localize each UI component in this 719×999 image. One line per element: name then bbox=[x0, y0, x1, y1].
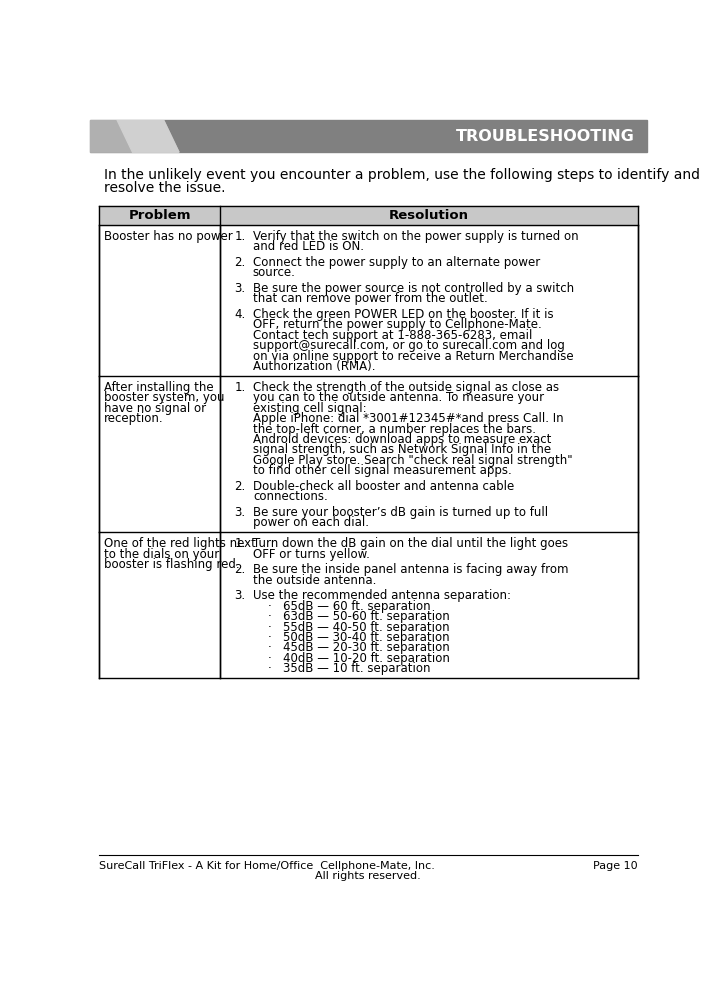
Text: resolve the issue.: resolve the issue. bbox=[104, 182, 225, 196]
Text: Page 10: Page 10 bbox=[593, 861, 638, 871]
Text: ·   50dB — 30-40 ft. separation: · 50dB — 30-40 ft. separation bbox=[253, 631, 449, 644]
Text: 4.: 4. bbox=[234, 308, 246, 321]
Text: reception.: reception. bbox=[104, 413, 163, 426]
Text: on via online support to receive a Return Merchandise: on via online support to receive a Retur… bbox=[253, 350, 574, 363]
Text: that can remove power from the outlet.: that can remove power from the outlet. bbox=[253, 293, 487, 306]
Text: TROUBLESHOOTING: TROUBLESHOOTING bbox=[456, 129, 635, 144]
Text: to find other cell signal measurement apps.: to find other cell signal measurement ap… bbox=[253, 465, 512, 478]
Text: In the unlikely event you encounter a problem, use the following steps to identi: In the unlikely event you encounter a pr… bbox=[104, 168, 700, 182]
Text: Connect the power supply to an alternate power: Connect the power supply to an alternate… bbox=[253, 256, 540, 269]
Text: 1.: 1. bbox=[234, 230, 246, 243]
Text: 3.: 3. bbox=[234, 505, 245, 518]
Text: ·   63dB — 50-60 ft. separation: · 63dB — 50-60 ft. separation bbox=[253, 610, 449, 623]
Text: Be sure the power source is not controlled by a switch: Be sure the power source is not controll… bbox=[253, 282, 574, 295]
Text: Use the recommended antenna separation:: Use the recommended antenna separation: bbox=[253, 589, 511, 602]
Text: Contact tech support at 1-888-365-6283, email: Contact tech support at 1-888-365-6283, … bbox=[253, 329, 532, 342]
Text: you can to the outside antenna. To measure your: you can to the outside antenna. To measu… bbox=[253, 392, 544, 405]
Text: Turn down the dB gain on the dial until the light goes: Turn down the dB gain on the dial until … bbox=[253, 537, 568, 550]
Text: connections.: connections. bbox=[253, 491, 328, 503]
Text: All rights reserved.: All rights reserved. bbox=[315, 871, 421, 881]
Text: signal strength, such as Network Signal Info in the: signal strength, such as Network Signal … bbox=[253, 444, 551, 457]
Text: ·   35dB — 10 ft. separation: · 35dB — 10 ft. separation bbox=[253, 662, 431, 675]
Text: ·   55dB — 40-50 ft. separation: · 55dB — 40-50 ft. separation bbox=[253, 620, 449, 633]
Polygon shape bbox=[117, 120, 179, 152]
Text: SureCall TriFlex - A Kit for Home/Office  Cellphone-Mate, Inc.: SureCall TriFlex - A Kit for Home/Office… bbox=[99, 861, 435, 871]
Text: Double-check all booster and antenna cable: Double-check all booster and antenna cab… bbox=[253, 480, 514, 493]
Text: to the dials on your: to the dials on your bbox=[104, 547, 219, 560]
Text: Check the strength of the outside signal as close as: Check the strength of the outside signal… bbox=[253, 381, 559, 394]
Text: have no signal or: have no signal or bbox=[104, 402, 206, 415]
Text: Android devices: download apps to measure exact: Android devices: download apps to measur… bbox=[253, 434, 551, 447]
Text: support@surecall.com, or go to surecall.com and log: support@surecall.com, or go to surecall.… bbox=[253, 339, 565, 352]
Text: power on each dial.: power on each dial. bbox=[253, 516, 369, 529]
Text: Authorization (RMA).: Authorization (RMA). bbox=[253, 360, 375, 373]
Text: Apple iPhone: dial *3001#12345#*and press Call. In: Apple iPhone: dial *3001#12345#*and pres… bbox=[253, 413, 564, 426]
Text: source.: source. bbox=[253, 267, 296, 280]
Text: OFF or turns yellow.: OFF or turns yellow. bbox=[253, 547, 370, 560]
Text: Check the green POWER LED on the booster. If it is: Check the green POWER LED on the booster… bbox=[253, 308, 554, 321]
Text: Google Play store. Search "check real signal strength": Google Play store. Search "check real si… bbox=[253, 454, 572, 467]
Polygon shape bbox=[90, 120, 179, 152]
Text: 3.: 3. bbox=[234, 282, 245, 295]
Text: ·   65dB — 60 ft. separation: · 65dB — 60 ft. separation bbox=[253, 599, 431, 612]
Text: 2.: 2. bbox=[234, 256, 246, 269]
Bar bbox=[99, 206, 638, 225]
Text: existing cell signal:: existing cell signal: bbox=[253, 402, 367, 415]
Text: booster system, you: booster system, you bbox=[104, 392, 224, 405]
Text: One of the red lights next: One of the red lights next bbox=[104, 537, 256, 550]
Text: Be sure the inside panel antenna is facing away from: Be sure the inside panel antenna is faci… bbox=[253, 563, 569, 576]
Text: Resolution: Resolution bbox=[389, 209, 469, 222]
Text: ·   45dB — 20-30 ft. separation: · 45dB — 20-30 ft. separation bbox=[253, 641, 449, 654]
Text: the outside antenna.: the outside antenna. bbox=[253, 573, 376, 586]
Text: 3.: 3. bbox=[234, 589, 245, 602]
Text: ·   40dB — 10-20 ft. separation: · 40dB — 10-20 ft. separation bbox=[253, 651, 450, 664]
Text: 1.: 1. bbox=[234, 537, 246, 550]
Text: and red LED is ON.: and red LED is ON. bbox=[253, 241, 364, 254]
Text: After installing the: After installing the bbox=[104, 381, 214, 394]
Text: OFF, return the power supply to Cellphone-Mate.: OFF, return the power supply to Cellphon… bbox=[253, 319, 541, 332]
Text: 1.: 1. bbox=[234, 381, 246, 394]
Text: 2.: 2. bbox=[234, 480, 246, 493]
Text: 2.: 2. bbox=[234, 563, 246, 576]
Text: Problem: Problem bbox=[129, 209, 191, 222]
Text: Booster has no power: Booster has no power bbox=[104, 230, 232, 243]
Text: booster is flashing red.: booster is flashing red. bbox=[104, 558, 239, 571]
Text: the top-left corner, a number replaces the bars.: the top-left corner, a number replaces t… bbox=[253, 423, 536, 436]
Text: Be sure your booster’s dB gain is turned up to full: Be sure your booster’s dB gain is turned… bbox=[253, 505, 548, 518]
Text: Verify that the switch on the power supply is turned on: Verify that the switch on the power supp… bbox=[253, 230, 579, 243]
Bar bbox=[90, 120, 647, 152]
